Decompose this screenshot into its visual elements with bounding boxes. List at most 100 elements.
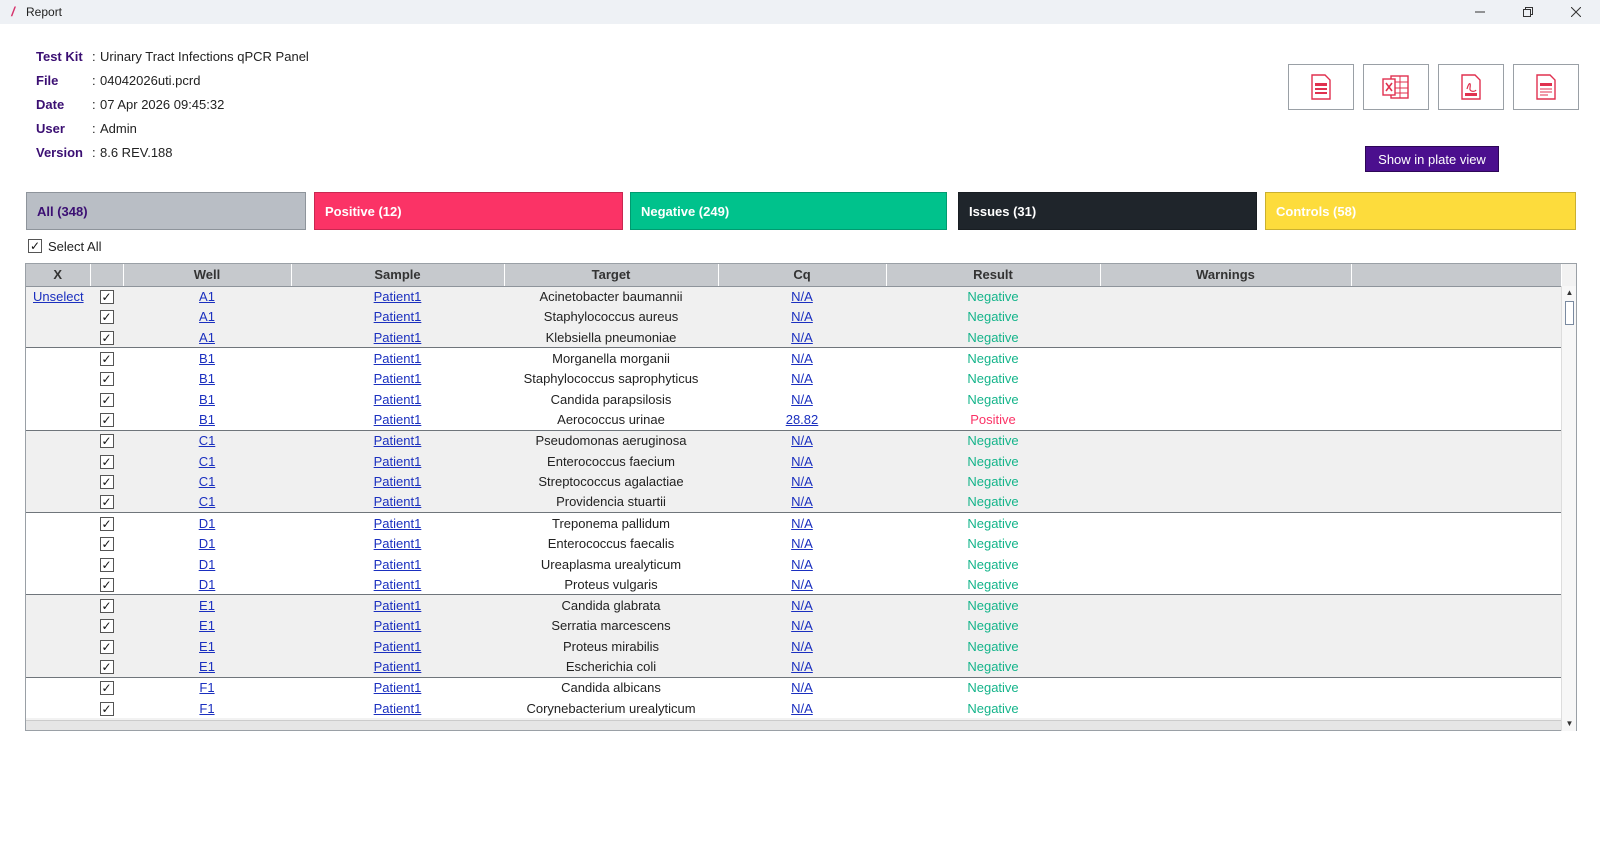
sample-link[interactable]: Patient1 (373, 535, 422, 551)
cq-link[interactable]: N/A (791, 289, 813, 305)
column-header-warnings[interactable]: Warnings (1100, 264, 1352, 287)
scrollbar-thumb[interactable] (1565, 301, 1574, 325)
well-link[interactable]: D1 (198, 556, 216, 572)
row-checkbox[interactable]: ✓ (99, 701, 114, 716)
sample-link[interactable]: Patient1 (373, 618, 422, 634)
well-link[interactable]: C1 (198, 453, 216, 469)
export-csv-button[interactable] (1288, 64, 1354, 110)
well-link[interactable]: E1 (199, 618, 215, 634)
sample-link[interactable]: Patient1 (373, 659, 422, 675)
restore-button[interactable] (1504, 0, 1552, 24)
sample-link[interactable]: Patient1 (373, 680, 422, 696)
row-checkbox[interactable]: ✓ (99, 495, 114, 510)
sample-link[interactable]: Patient1 (373, 371, 422, 387)
cq-link[interactable]: N/A (791, 700, 813, 716)
cq-link[interactable]: N/A (791, 680, 813, 696)
row-checkbox[interactable]: ✓ (99, 290, 114, 305)
row-checkbox[interactable]: ✓ (99, 557, 114, 572)
column-header-sample[interactable]: Sample (291, 264, 505, 287)
row-checkbox[interactable]: ✓ (99, 330, 114, 345)
unselect-link[interactable]: Unselect (33, 289, 84, 305)
row-checkbox[interactable]: ✓ (99, 681, 114, 696)
column-header-x[interactable]: X (26, 264, 91, 287)
sample-link[interactable]: Patient1 (373, 515, 422, 531)
horizontal-scrollbar[interactable] (26, 720, 1561, 730)
well-link[interactable]: C1 (198, 494, 216, 510)
row-checkbox[interactable]: ✓ (99, 639, 114, 654)
close-button[interactable] (1552, 0, 1600, 24)
well-link[interactable]: B1 (199, 371, 215, 387)
cq-link[interactable]: N/A (791, 309, 813, 325)
vertical-scrollbar[interactable]: ▲ ▼ (1561, 286, 1576, 731)
well-link[interactable]: D1 (198, 515, 216, 531)
column-header-well[interactable]: Well (123, 264, 292, 287)
row-checkbox[interactable]: ✓ (99, 351, 114, 366)
well-link[interactable]: A1 (199, 289, 215, 305)
sample-link[interactable]: Patient1 (373, 556, 422, 572)
cq-link[interactable]: 28.82 (785, 412, 819, 428)
cq-link[interactable]: N/A (791, 556, 813, 572)
row-checkbox[interactable]: ✓ (99, 434, 114, 449)
sample-link[interactable]: Patient1 (373, 474, 422, 490)
select-all-checkbox[interactable]: ✓ (28, 239, 42, 253)
row-checkbox[interactable]: ✓ (99, 413, 114, 428)
sample-link[interactable]: Patient1 (373, 576, 422, 592)
well-link[interactable]: E1 (199, 597, 215, 613)
row-checkbox[interactable]: ✓ (99, 598, 114, 613)
well-link[interactable]: D1 (198, 535, 216, 551)
cq-link[interactable]: N/A (791, 329, 813, 345)
row-checkbox[interactable]: ✓ (99, 392, 114, 407)
cq-link[interactable]: N/A (791, 638, 813, 654)
show-plate-view-button[interactable]: Show in plate view (1365, 146, 1499, 172)
cq-link[interactable]: N/A (791, 576, 813, 592)
cq-link[interactable]: N/A (791, 433, 813, 449)
filter-all-tab[interactable]: All (348) (26, 192, 306, 230)
well-link[interactable]: A1 (199, 309, 215, 325)
sample-link[interactable]: Patient1 (373, 700, 422, 716)
well-link[interactable]: F1 (199, 680, 215, 696)
cq-link[interactable]: N/A (791, 597, 813, 613)
scroll-up-icon[interactable]: ▲ (1565, 288, 1574, 297)
export-pdf-button[interactable] (1438, 64, 1504, 110)
cq-link[interactable]: N/A (791, 618, 813, 634)
minimize-button[interactable] (1456, 0, 1504, 24)
export-excel-button[interactable] (1363, 64, 1429, 110)
sample-link[interactable]: Patient1 (373, 494, 422, 510)
column-header-target[interactable]: Target (504, 264, 719, 287)
well-link[interactable]: F1 (199, 700, 215, 716)
cq-link[interactable]: N/A (791, 453, 813, 469)
sample-link[interactable]: Patient1 (373, 412, 422, 428)
row-checkbox[interactable]: ✓ (99, 536, 114, 551)
sample-link[interactable]: Patient1 (373, 391, 422, 407)
row-checkbox[interactable]: ✓ (99, 577, 114, 592)
filter-positive-tab[interactable]: Positive (12) (314, 192, 623, 230)
well-link[interactable]: D1 (198, 576, 216, 592)
cq-link[interactable]: N/A (791, 474, 813, 490)
well-link[interactable]: E1 (199, 659, 215, 675)
filter-controls-tab[interactable]: Controls (58) (1265, 192, 1576, 230)
cq-link[interactable]: N/A (791, 391, 813, 407)
cq-link[interactable]: N/A (791, 515, 813, 531)
sample-link[interactable]: Patient1 (373, 289, 422, 305)
cq-link[interactable]: N/A (791, 350, 813, 366)
sample-link[interactable]: Patient1 (373, 597, 422, 613)
row-checkbox[interactable]: ✓ (99, 619, 114, 634)
sample-link[interactable]: Patient1 (373, 453, 422, 469)
row-checkbox[interactable]: ✓ (99, 454, 114, 469)
cq-link[interactable]: N/A (791, 659, 813, 675)
well-link[interactable]: B1 (199, 391, 215, 407)
sample-link[interactable]: Patient1 (373, 433, 422, 449)
well-link[interactable]: A1 (199, 329, 215, 345)
column-header-cq[interactable]: Cq (718, 264, 887, 287)
row-checkbox[interactable]: ✓ (99, 372, 114, 387)
cq-link[interactable]: N/A (791, 371, 813, 387)
export-txt-button[interactable] (1513, 64, 1579, 110)
row-checkbox[interactable]: ✓ (99, 475, 114, 490)
well-link[interactable]: B1 (199, 350, 215, 366)
filter-negative-tab[interactable]: Negative (249) (630, 192, 947, 230)
scroll-down-icon[interactable]: ▼ (1565, 719, 1574, 728)
row-checkbox[interactable]: ✓ (99, 310, 114, 325)
well-link[interactable]: C1 (198, 433, 216, 449)
sample-link[interactable]: Patient1 (373, 309, 422, 325)
row-checkbox[interactable]: ✓ (99, 660, 114, 675)
